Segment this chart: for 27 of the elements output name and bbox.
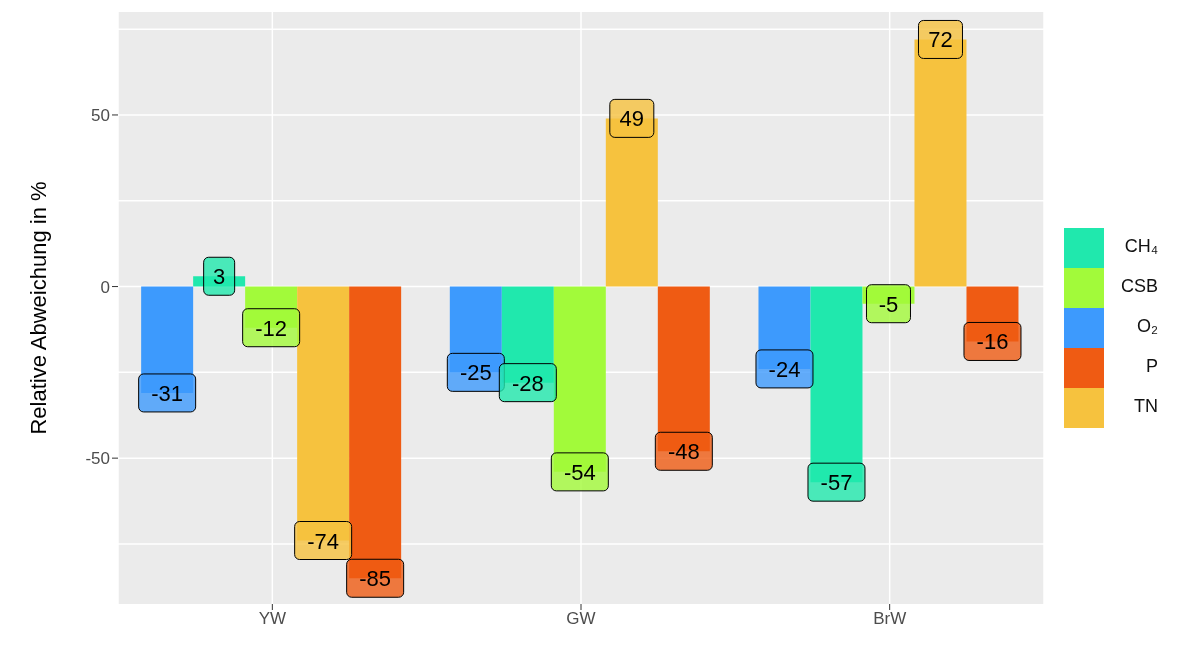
data-label: -5 — [878, 291, 899, 317]
x-tick-label: GW — [566, 609, 596, 629]
y-axis-title: Relative Abweichung in % — [25, 181, 51, 435]
data-label: 49 — [619, 106, 645, 132]
legend-label: TN — [1133, 396, 1158, 418]
data-label: -48 — [667, 439, 700, 465]
data-label: -85 — [359, 566, 392, 592]
legend-label: P — [1145, 356, 1158, 378]
y-tick-label: -50 — [85, 449, 110, 469]
data-label: -16 — [976, 329, 1009, 355]
data-label: -25 — [459, 360, 492, 386]
data-label: -54 — [563, 459, 596, 485]
x-tick-label: BrW — [873, 609, 907, 629]
data-label: -28 — [511, 370, 544, 396]
x-tick-label: YW — [258, 609, 287, 629]
data-label: -74 — [307, 528, 340, 554]
legend-label: CH₄ — [1123, 236, 1158, 258]
data-label: -24 — [768, 356, 801, 382]
data-label: 3 — [213, 264, 226, 290]
data-label: 72 — [928, 27, 953, 53]
data-label: -57 — [820, 470, 853, 496]
legend-label: CSB — [1120, 276, 1158, 298]
data-label: -12 — [255, 315, 288, 341]
legend-label: O₂ — [1136, 316, 1158, 338]
y-tick-label: 50 — [91, 105, 110, 125]
y-tick-label: 0 — [100, 277, 110, 297]
data-label: -31 — [151, 380, 184, 406]
